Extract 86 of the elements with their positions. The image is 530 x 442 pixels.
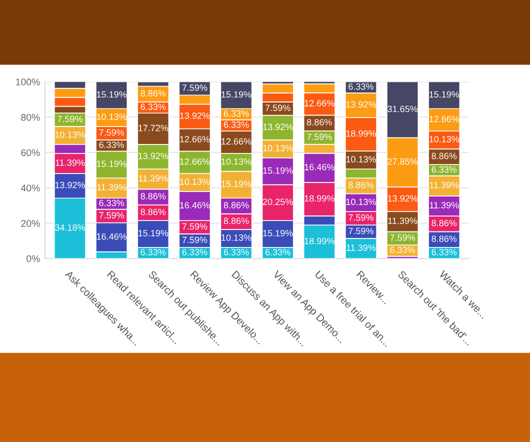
data-label: 7.59% (390, 234, 416, 241)
data-label: 13.92% (180, 112, 210, 119)
y-tick-label: 20% (21, 220, 40, 227)
data-label: 18.99% (304, 238, 334, 244)
data-label: 13.92% (138, 152, 168, 160)
data-label: 6.33% (140, 104, 166, 110)
data-label: 12.66% (222, 138, 252, 145)
data-label: 7.59% (99, 212, 124, 218)
data-label: 15.19% (222, 91, 252, 98)
data-label: 6.33% (99, 200, 124, 206)
data-label: 10.13% (346, 156, 376, 162)
y-tick-label: 80% (21, 114, 40, 121)
data-label: 6.33% (224, 121, 249, 128)
data-label: 13.92% (55, 182, 85, 188)
data-label: 15.19% (96, 160, 127, 167)
data-label: 6.33% (265, 249, 290, 256)
data-label: 8.86% (432, 236, 457, 242)
data-label: 10.13% (263, 144, 293, 152)
data-label: 13.92% (388, 195, 418, 202)
data-label: 10.13% (55, 131, 85, 138)
data-label: 8.86% (306, 119, 332, 126)
data-label: 7.59% (307, 134, 332, 140)
data-label: 34.18% (55, 224, 85, 231)
data-label: 6.33% (348, 83, 374, 90)
data-label: 11.39% (138, 175, 168, 182)
data-label: 11.39% (388, 218, 418, 224)
data-label: 7.59% (58, 116, 82, 122)
data-label: 6.33% (99, 142, 124, 148)
data-label: 11.39% (430, 182, 459, 188)
data-label: 6.33% (432, 249, 457, 256)
data-label: 6.33% (390, 246, 416, 254)
data-label: 15.19% (429, 91, 460, 98)
y-tick-label: 40% (20, 184, 40, 192)
y-tick-label: 100% (16, 78, 40, 86)
data-label: 15.19% (138, 230, 168, 236)
data-label: 7.59% (99, 129, 124, 136)
data-label: 7.59% (266, 104, 290, 112)
data-label: 12.66% (180, 158, 210, 165)
data-label: 6.33% (224, 249, 249, 256)
data-label: 7.59% (182, 84, 208, 91)
data-label: 12.66% (180, 136, 210, 142)
data-label: 11.39% (97, 184, 126, 190)
data-label: 8.86% (140, 193, 166, 200)
data-label: 16.46% (304, 164, 334, 170)
data-label: 10.13% (429, 136, 460, 142)
data-label: 10.13% (222, 234, 252, 241)
data-label: 6.33% (224, 110, 249, 117)
data-label: 16.46% (96, 233, 127, 240)
data-label: 10.13% (222, 158, 252, 165)
data-label: 15.19% (263, 167, 293, 174)
data-label: 18.99% (304, 195, 334, 202)
data-label: 15.19% (222, 180, 252, 188)
data-label: 12.66% (429, 116, 460, 122)
data-label: 8.86% (432, 220, 457, 226)
data-label: 20.25% (262, 198, 293, 206)
data-label: 6.33% (182, 249, 208, 256)
data-label: 18.99% (346, 130, 376, 137)
data-label: 17.72% (138, 124, 168, 132)
data-label: 8.86% (432, 152, 457, 160)
data-label: 6.33% (140, 249, 166, 256)
data-label: 6.33% (432, 166, 457, 173)
y-tick-label: 60% (21, 149, 40, 156)
data-label: 8.86% (224, 218, 249, 224)
data-label: 15.19% (96, 91, 127, 98)
data-label: 11.39% (346, 244, 376, 251)
data-label: 12.66% (304, 100, 334, 106)
data-label: 8.86% (140, 90, 166, 97)
data-label: 7.59% (348, 228, 374, 234)
data-label: 10.13% (180, 178, 210, 185)
data-label: 16.46% (180, 202, 210, 208)
data-label: 27.85% (388, 158, 418, 165)
data-label: 10.13% (96, 114, 127, 120)
data-label: 7.59% (182, 236, 208, 244)
data-label: 15.19% (263, 230, 293, 236)
y-tick-label: 0% (26, 255, 40, 262)
data-label: 31.65% (388, 106, 418, 112)
data-label: 13.92% (263, 124, 293, 130)
data-label: 11.39% (430, 202, 459, 208)
data-label: 8.86% (224, 202, 249, 208)
data-label: 11.39% (56, 159, 85, 166)
data-label: 7.59% (348, 214, 374, 221)
data-label: 7.59% (182, 223, 208, 230)
data-label: 8.86% (348, 182, 374, 188)
data-label: 8.86% (140, 208, 166, 216)
data-label: 10.13% (346, 198, 376, 206)
data-label: 13.92% (346, 101, 376, 108)
